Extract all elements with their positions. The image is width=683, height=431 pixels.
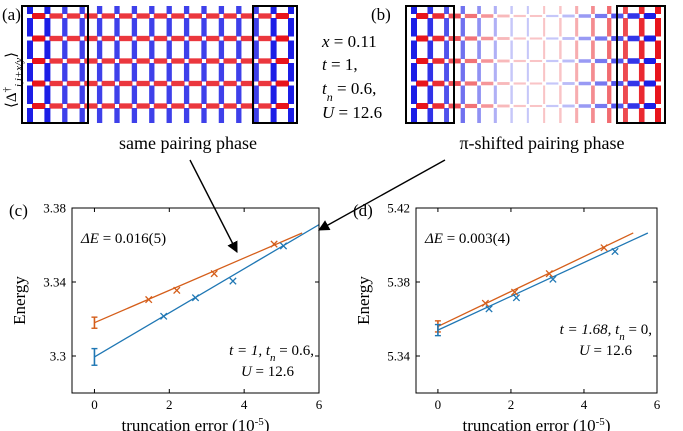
arrow-shifted-phase <box>318 159 446 231</box>
chart-d: (d) 0 2 4 6 5.34 5.38 5.42 truncation error (10-… <box>353 201 661 431</box>
y-tick-label: 3.34 <box>43 275 66 290</box>
data-point <box>145 295 153 304</box>
parameter-2: tn = 0.6, <box>322 79 376 104</box>
data-point <box>600 244 608 252</box>
x-tick-label: 4 <box>581 397 588 412</box>
data-point <box>545 270 553 278</box>
lattice-a-left-edge-box <box>21 5 89 124</box>
lattice-b-right-edge-box <box>616 5 666 124</box>
parameter-3: U = 12.6 <box>322 103 382 122</box>
fit-line-1 <box>94 224 319 358</box>
y-tick-label: 3.3 <box>50 349 66 364</box>
parameter-1: t = 1, <box>322 55 358 74</box>
data-point <box>512 294 521 302</box>
fit-line-1 <box>437 232 649 331</box>
interaction-annotation: U = 12.6 <box>579 343 633 359</box>
arrow-same-phase <box>189 159 238 253</box>
plot-frame <box>71 207 320 394</box>
hopping-annotation: t = 1, tn = 0.6, <box>229 343 314 364</box>
x-tick-label: 4 <box>241 397 248 412</box>
panel-b-lattice: (b) π-shifted pairing phase <box>371 5 666 153</box>
panel-a-label: (a) <box>2 5 21 24</box>
extrapolated-errorbar <box>434 323 441 337</box>
data-point <box>510 288 519 296</box>
chart-c: (c) 0 2 4 6 3.3 3.34 3.38 truncation error (10-5… <box>9 201 323 431</box>
y-tick-label: 5.38 <box>387 275 410 290</box>
x-tick-label: 2 <box>166 397 173 412</box>
extrapolated-errorbar <box>91 316 98 329</box>
y-axis-label: Energy <box>10 276 29 325</box>
chart-panel-label: (d) <box>353 201 373 220</box>
parameter-0: x = 0.11 <box>321 32 377 51</box>
data-point <box>191 294 200 302</box>
data-point <box>210 270 218 278</box>
data-point <box>229 277 237 285</box>
plot-frame <box>415 207 658 394</box>
x-tick-label: 6 <box>654 397 661 412</box>
parameter-list: x = 0.11 t = 1, tn = 0.6,U = 12.6 <box>321 32 382 122</box>
panel-a-lattice: (a) ⟨Δ†i,i+x/y⟩ same pairing phase <box>1 5 298 153</box>
lattice-a-right-edge-box <box>252 5 298 124</box>
data-point <box>173 286 181 294</box>
lattice-a-bonds <box>27 6 294 123</box>
delta-e-annotation: ΔE = 0.016(5) <box>80 231 166 247</box>
hopping-annotation: t = 1.68, tn = 0, <box>560 322 652 343</box>
extrapolated-errorbar <box>91 347 98 366</box>
data-point <box>270 240 278 248</box>
panel-b-caption: π-shifted pairing phase <box>459 133 624 153</box>
data-point <box>611 247 619 256</box>
delta-e-annotation: ΔE = 0.003(4) <box>424 231 510 247</box>
x-axis-label: truncation error (10-5) <box>463 416 611 431</box>
x-tick-label: 0 <box>91 397 98 412</box>
data-point <box>481 299 490 307</box>
y-tick-label: 3.38 <box>43 201 66 216</box>
data-point <box>279 242 288 250</box>
lattice-b-left-edge-box <box>405 5 455 124</box>
data-point <box>485 305 493 313</box>
interaction-annotation: U = 12.6 <box>241 364 295 380</box>
lattice-b-bonds <box>411 6 661 123</box>
x-axis-label: truncation error (10-5) <box>122 416 270 431</box>
fit-line-0 <box>94 232 303 324</box>
x-tick-label: 6 <box>316 397 323 412</box>
y-tick-label: 5.34 <box>387 349 410 364</box>
fit-line-0 <box>437 232 634 327</box>
data-point <box>549 275 557 283</box>
panel-b-label: (b) <box>371 5 391 24</box>
x-tick-label: 0 <box>435 397 442 412</box>
chart-panel-label: (c) <box>9 201 28 220</box>
y-tick-label: 5.42 <box>387 201 410 216</box>
x-tick-label: 2 <box>508 397 515 412</box>
data-point <box>160 312 168 320</box>
panel-a-caption: same pairing phase <box>119 133 257 153</box>
y-axis-label: Energy <box>354 276 373 325</box>
